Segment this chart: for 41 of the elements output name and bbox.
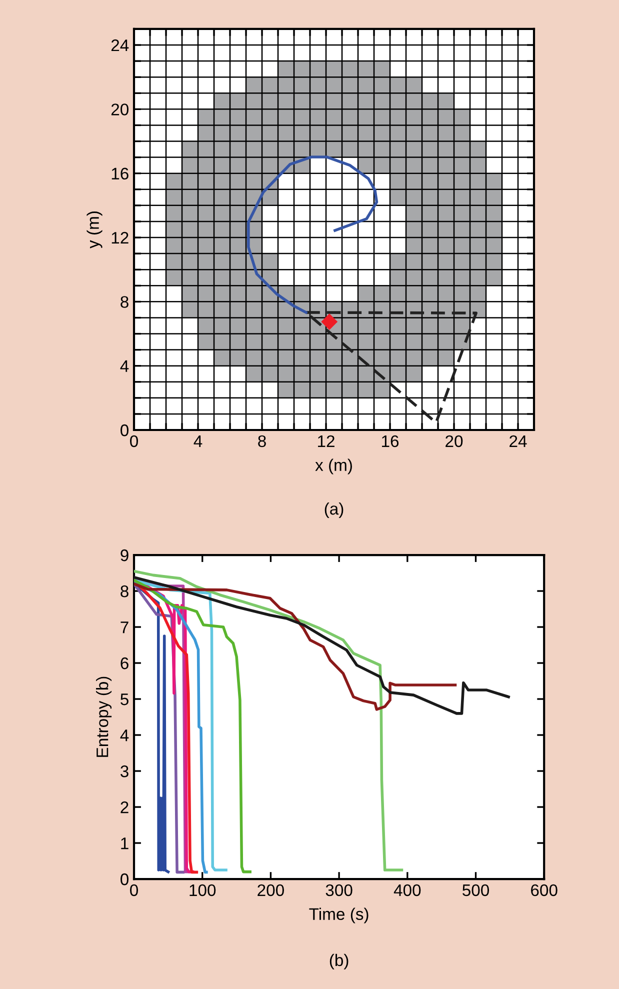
y-tick-label: 8 bbox=[120, 585, 128, 598]
y-tick-label: 8 bbox=[120, 296, 128, 308]
x-tick-label: 8 bbox=[258, 435, 266, 448]
x-tick-label: 16 bbox=[382, 435, 399, 448]
x-tick-label: 500 bbox=[462, 884, 490, 896]
y-tick-label: 4 bbox=[120, 730, 129, 742]
x-tick-label: 24 bbox=[510, 435, 527, 447]
y-tick-label: 0 bbox=[120, 424, 128, 436]
y-tick-label: 3 bbox=[120, 765, 128, 778]
y-tick-label: 1 bbox=[121, 838, 128, 850]
x-tick-label: 400 bbox=[394, 884, 421, 896]
x-tick-label: 300 bbox=[326, 884, 352, 896]
x-tick-label: 0 bbox=[130, 884, 138, 896]
text: (b) bbox=[330, 954, 348, 970]
y-axis-title: Entropy (b) bbox=[96, 676, 112, 757]
x-tick-label: 600 bbox=[531, 884, 558, 896]
x-tick-label: 4 bbox=[194, 435, 202, 447]
y-tick-label: 16 bbox=[112, 168, 128, 180]
x-tick-label: 100 bbox=[190, 884, 216, 896]
x-tick-label: 20 bbox=[446, 435, 463, 448]
y-tick-label: 9 bbox=[120, 549, 128, 562]
y-tick-label: 5 bbox=[120, 694, 128, 706]
line-series bbox=[134, 582, 457, 711]
y-tick-label: 24 bbox=[111, 39, 129, 52]
y-tick-label: 4 bbox=[120, 360, 129, 372]
y-tick-label: 20 bbox=[111, 104, 128, 116]
y-tick-label: 0 bbox=[120, 873, 128, 886]
x-axis-title: Time (s) bbox=[309, 908, 368, 924]
x-axis-title: x (m) bbox=[315, 458, 352, 474]
x-tick-label: 12 bbox=[318, 435, 334, 447]
line-series bbox=[134, 578, 252, 874]
y-axis-title: y (m) bbox=[86, 212, 102, 248]
y-tick-label: 12 bbox=[112, 232, 128, 244]
y-tick-label: 6 bbox=[120, 657, 128, 670]
line-series bbox=[134, 576, 510, 715]
x-tick-label: 200 bbox=[258, 884, 284, 896]
line-series bbox=[134, 570, 404, 872]
text: (a) bbox=[324, 502, 344, 518]
y-tick-label: 2 bbox=[120, 801, 128, 814]
y-tick-label: 7 bbox=[120, 622, 128, 634]
x-tick-label: 0 bbox=[130, 435, 138, 448]
